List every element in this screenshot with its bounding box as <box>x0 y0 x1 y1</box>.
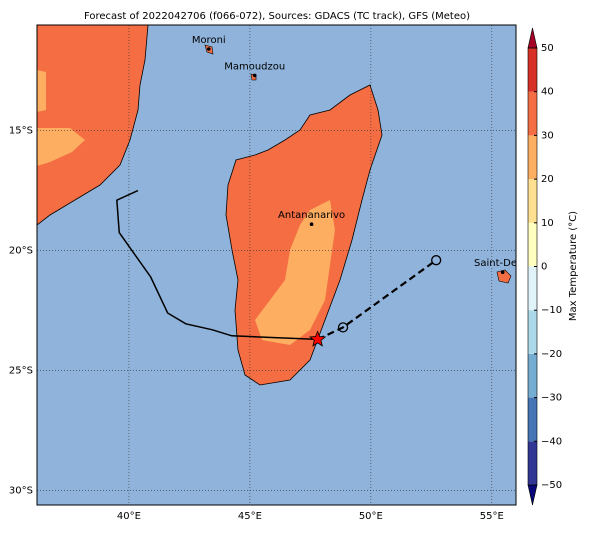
city-label: Moroni <box>192 35 226 46</box>
colorbar-tick-label: −20 <box>541 349 562 360</box>
colorbar-band <box>528 222 537 267</box>
colorbar-band <box>528 441 537 485</box>
map-area: Moroni Mamoudzou Antananarivo Saint-Denis <box>37 25 531 505</box>
colorbar-band <box>528 135 537 180</box>
colorbar-band <box>528 91 537 136</box>
forecast-point <box>337 322 349 333</box>
colorbar-tick-label: −30 <box>541 393 562 404</box>
map-frame <box>36 24 517 506</box>
city-label: Antananarivo <box>278 210 345 221</box>
colorbar-band <box>528 48 537 92</box>
city-marker <box>252 73 257 78</box>
colorbar-band <box>528 266 537 311</box>
storm-position <box>308 330 327 347</box>
colorbar-tick-label: 40 <box>541 87 554 98</box>
colorbar-tick-label: −50 <box>541 480 562 491</box>
x-tick-label: 40°E <box>117 511 141 522</box>
forecast-point <box>431 255 442 266</box>
colorbar-tick-label: 20 <box>541 174 554 185</box>
colorbar-tick-label: 0 <box>541 262 547 273</box>
reunion <box>496 269 512 284</box>
colorbar-under <box>527 484 538 506</box>
x-tick-label: 45°E <box>238 511 262 522</box>
colorbar-tick-label: 30 <box>541 130 554 141</box>
colorbar-band <box>528 310 537 354</box>
colorbar-tick-label: −40 <box>541 436 562 447</box>
africa-land <box>37 25 149 226</box>
city-label: Mamoudzou <box>224 61 285 72</box>
colorbar-tick-label: 50 <box>541 43 554 54</box>
track-line <box>116 189 318 341</box>
city-marker <box>206 47 211 51</box>
city-marker <box>309 222 314 226</box>
colorbar-band <box>528 179 537 223</box>
colorbar-band <box>528 397 537 442</box>
forecast-line <box>317 259 437 341</box>
colorbar-tick-label: 10 <box>541 218 554 229</box>
y-tick-label: 15°S <box>9 126 33 137</box>
city-label: Saint-Denis <box>474 258 531 269</box>
africa-warm <box>37 128 85 166</box>
city-marker <box>500 270 505 275</box>
colorbar-label: Max Temperature (°C) <box>568 211 579 321</box>
colorbar-over <box>527 27 538 49</box>
y-tick-label: 30°S <box>9 486 33 497</box>
madagascar-warm <box>255 200 335 345</box>
x-tick-label: 50°E <box>359 511 383 522</box>
map-title: Forecast of 2022042706 (f066-072), Sourc… <box>84 11 470 22</box>
y-tick-label: 20°S <box>9 246 33 257</box>
y-tick-label: 25°S <box>9 366 33 377</box>
africa-warm <box>37 70 46 112</box>
x-tick-label: 55°E <box>480 511 504 522</box>
colorbar-tick-label: −10 <box>541 305 562 316</box>
colorbar-band <box>528 353 537 398</box>
